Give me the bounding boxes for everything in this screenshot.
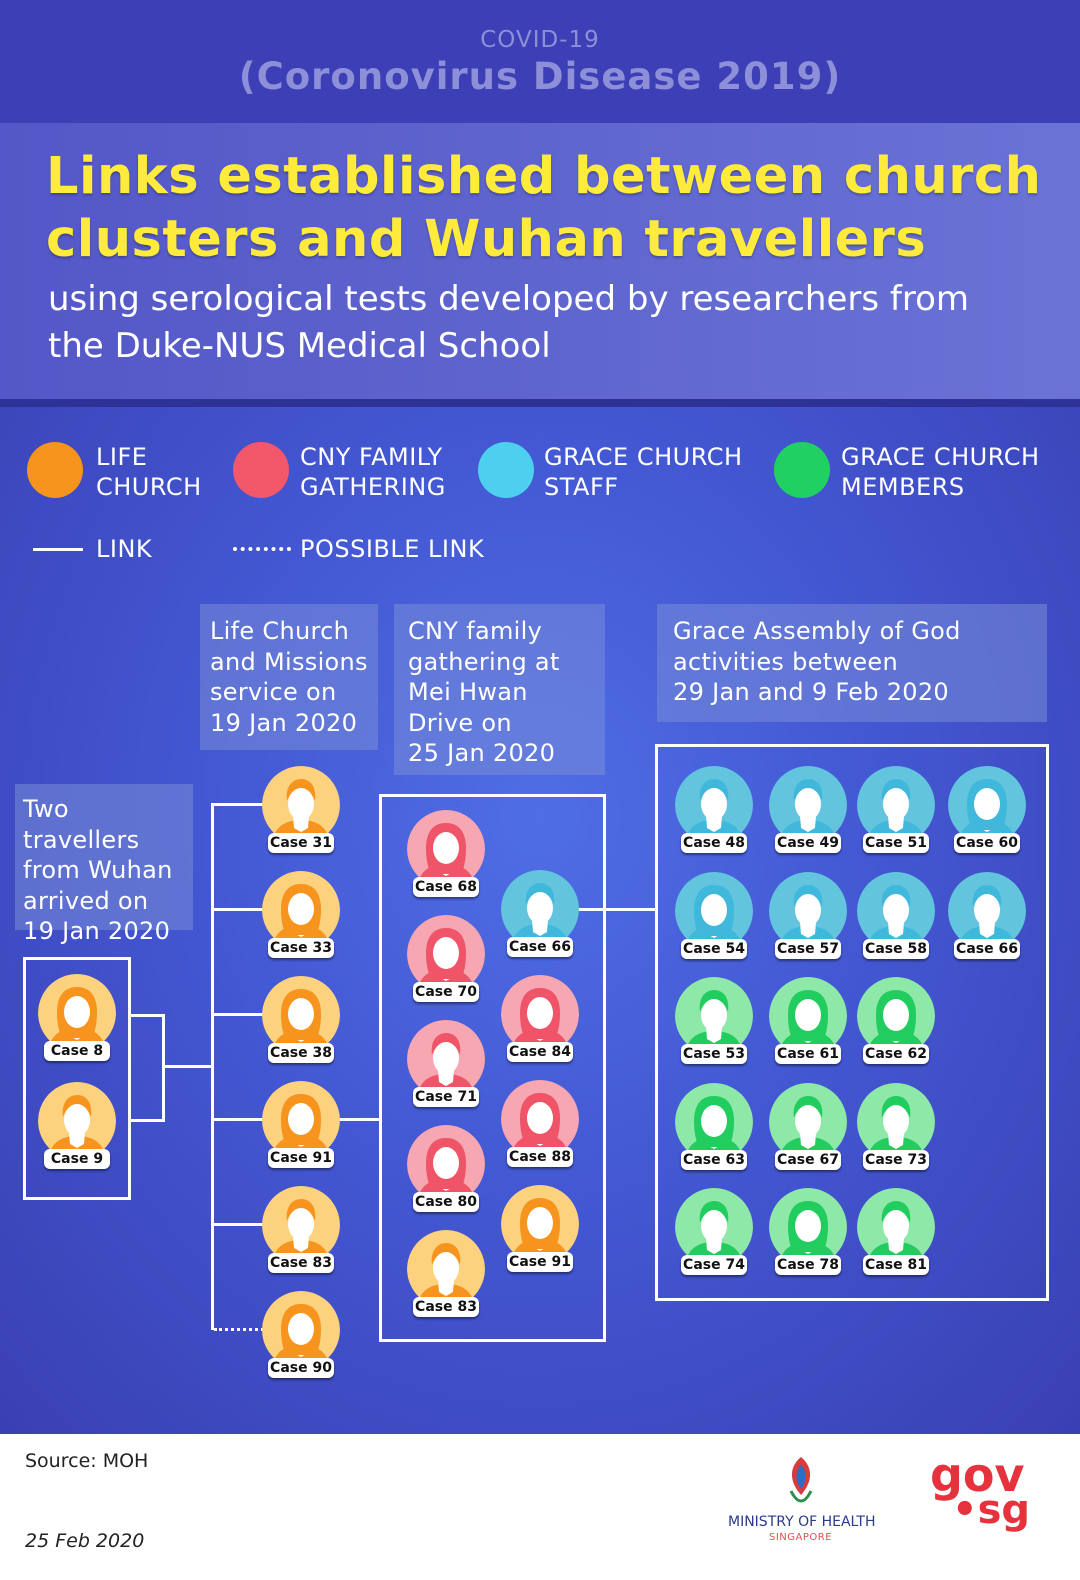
case-label: Case 83 (268, 1253, 334, 1273)
person-icon (501, 975, 579, 1053)
case-label: Case 38 (268, 1043, 334, 1063)
ministry-country: SINGAPORE (769, 1532, 833, 1543)
case-label: Case 62 (863, 1044, 929, 1064)
case-label: Case 88 (507, 1147, 573, 1167)
legend-life-church: LIFE CHURCH (96, 443, 202, 501)
case-label: Case 54 (681, 939, 747, 959)
cny-gathering-box: CNY family gathering at Mei Hwan Drive on 25… (394, 604, 605, 775)
case-label: Case 67 (775, 1150, 841, 1170)
case-label: Case 68 (413, 877, 479, 897)
case-label: Case 91 (507, 1252, 573, 1272)
publish-date: 25 Feb 2020 (25, 1530, 145, 1552)
header-topic-full: (Coronovirus Disease 2019) (238, 55, 842, 98)
gov-sg-logo-top: gov (930, 1448, 1025, 1502)
title-line-1: Links established between church (46, 147, 1042, 206)
case-label: Case 33 (268, 938, 334, 958)
person-icon (501, 1185, 579, 1263)
title-line-2: clusters and Wuhan travellers (46, 210, 927, 269)
page-subtitle: using serological tests developed by res… (48, 276, 969, 370)
legend-life-church-dot (27, 442, 83, 498)
source-note: Source: MOH (25, 1450, 149, 1472)
case-label: Case 57 (775, 939, 841, 959)
case-label: Case 66 (954, 939, 1020, 959)
gov-sg-logo-bottom: •sg (952, 1487, 1031, 1533)
case-label: Case 31 (268, 833, 334, 853)
divider (0, 399, 1080, 407)
case-label: Case 84 (507, 1042, 573, 1062)
person-icon (675, 766, 753, 844)
person-icon (857, 766, 935, 844)
legend-possible-link-line (233, 547, 291, 551)
page-title: Links established between church cluster… (46, 145, 1041, 271)
ministry-name: MINISTRY OF HEALTH (728, 1514, 876, 1530)
case-label: Case 70 (413, 982, 479, 1002)
header-topic: COVID-19 (480, 27, 600, 53)
grace-assembly-box: Grace Assembly of God activities between 2… (657, 604, 1047, 722)
case-label: Case 71 (413, 1087, 479, 1107)
legend-grace-staff: GRACE CHURCH STAFF (544, 443, 743, 501)
wuhan-travellers-box: Two travellers from Wuhan arrived on 19 Jan… (15, 784, 193, 945)
case-label: Case 90 (268, 1358, 334, 1378)
case-label: Case 78 (775, 1255, 841, 1275)
grace-cases-frame (655, 744, 1049, 1301)
subtitle-line-1: using serological tests developed by res… (48, 279, 970, 319)
case-label: Case 58 (863, 939, 929, 959)
case-label: Case 51 (863, 833, 929, 853)
header: COVID-19 (Coronovirus Disease 2019) (0, 0, 1080, 123)
case-label: Case 74 (681, 1255, 747, 1275)
person-icon (857, 872, 935, 950)
case-label: Case 8 (44, 1041, 110, 1061)
legend-possible-link-label: POSSIBLE LINK (300, 535, 485, 563)
legend-grace-members: GRACE CHURCH MEMBERS (841, 443, 1040, 501)
life-church-box: Life Church and Missions service on 19 Jan … (200, 604, 378, 750)
case-label: Case 80 (413, 1192, 479, 1212)
case-label: Case 81 (863, 1255, 929, 1275)
case-label: Case 61 (775, 1044, 841, 1064)
subtitle-line-2: the Duke-NUS Medical School (48, 326, 551, 366)
case-label: Case 91 (268, 1148, 334, 1168)
legend-grace-members-dot (774, 442, 830, 498)
case-label: Case 73 (863, 1150, 929, 1170)
legend-cny-dot (233, 442, 289, 498)
case-label: Case 63 (681, 1150, 747, 1170)
person-icon (857, 1083, 935, 1161)
case-label: Case 66 (507, 937, 573, 957)
case-label: Case 53 (681, 1044, 747, 1064)
person-icon (262, 976, 340, 1054)
case-label: Case 49 (775, 833, 841, 853)
legend-link-line (33, 548, 83, 551)
ministry-of-health-logo (789, 1457, 813, 1503)
person-icon (675, 872, 753, 950)
person-icon (262, 1291, 340, 1369)
footer (0, 1434, 1080, 1580)
legend-cny: CNY FAMILY GATHERING (300, 443, 446, 501)
case-label: Case 48 (681, 833, 747, 853)
legend-link-label: LINK (96, 535, 153, 563)
wuhan-cases-frame (23, 957, 131, 1200)
title-band (0, 123, 1080, 399)
case-label: Case 9 (44, 1149, 110, 1169)
legend-grace-staff-dot (478, 442, 534, 498)
person-icon (501, 1080, 579, 1158)
case-label: Case 60 (954, 833, 1020, 853)
case-label: Case 83 (413, 1297, 479, 1317)
cny-cases-frame (379, 794, 606, 1342)
person-icon (407, 1020, 485, 1098)
